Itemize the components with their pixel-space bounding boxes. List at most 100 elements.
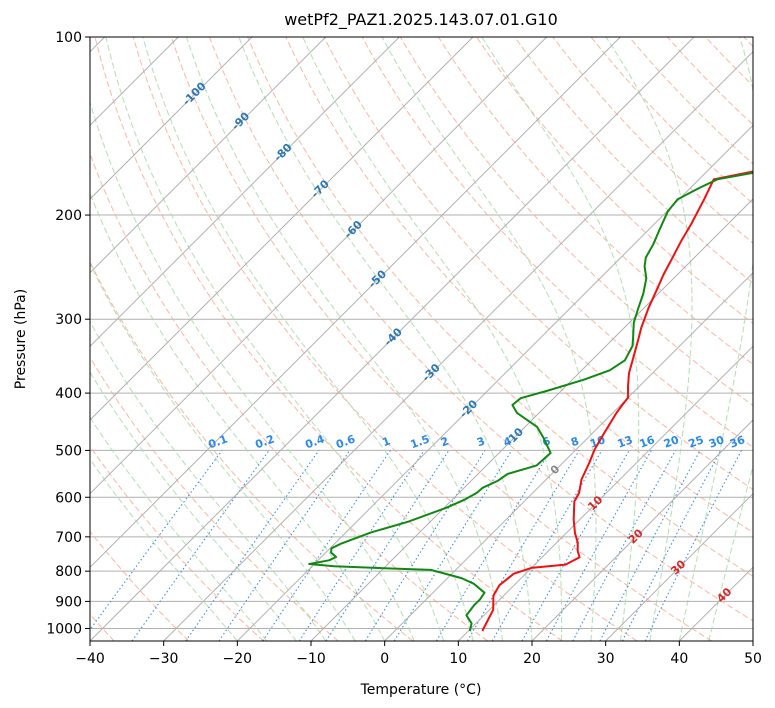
mixing-ratio-label: 0.6	[334, 432, 357, 451]
mixing-ratio-label: 30	[707, 433, 726, 451]
mixing-ratio-line	[521, 450, 630, 641]
dewpoint-profile	[308, 171, 753, 632]
warm-isotherm-label: 30	[668, 557, 688, 577]
dry-adiabat	[590, 37, 753, 205]
dry-adiabat	[208, 37, 753, 622]
y-tick-label: 900	[55, 594, 82, 610]
dry-adiabat	[437, 37, 753, 365]
isotherm-line	[678, 566, 753, 641]
dry-adiabat	[90, 152, 488, 641]
x-tick-label: 20	[523, 651, 541, 667]
dry-adiabat	[705, 37, 753, 87]
dry-adiabat	[90, 445, 264, 641]
mixing-ratio-line	[572, 450, 676, 641]
mixing-ratio-label: 2	[439, 435, 451, 450]
moist-adiabat	[105, 37, 445, 641]
x-tick-label: 40	[670, 651, 688, 667]
plot-area: -100-90-80-70-60-50-40-30-20-10010203040…	[90, 37, 753, 641]
mixing-ratio-line	[644, 450, 742, 641]
mixing-ratio-label: 13	[616, 433, 635, 450]
isotherm-line	[605, 492, 753, 641]
x-tick-label: −30	[149, 651, 179, 667]
x-axis-ticks: −40 −30 −20 −10 0 10 20 30 40 50	[75, 641, 762, 667]
sounding-profiles	[308, 170, 753, 632]
dry-adiabat	[94, 37, 563, 641]
mixing-ratio-lines	[90, 450, 742, 641]
pressure-gridlines	[90, 37, 753, 629]
isotherms	[90, 37, 753, 641]
y-tick-label: 200	[55, 208, 82, 224]
y-tick-label: 300	[55, 312, 82, 328]
y-tick-label: 1000	[46, 621, 82, 637]
moist-adiabat	[605, 37, 693, 641]
isotherm-line	[531, 419, 753, 641]
mixing-ratio-label: 8	[569, 435, 581, 450]
mixing-ratio-line	[298, 450, 425, 641]
moist-adiabat	[90, 320, 327, 641]
x-tick-label: 50	[744, 651, 762, 667]
isotherm-line	[90, 37, 400, 348]
mixing-ratio-label: 3	[475, 435, 487, 450]
moist-adiabat	[678, 37, 753, 641]
mixing-ratio-line	[545, 450, 652, 641]
moist-adiabat	[238, 37, 533, 641]
x-axis-label: Temperature (°C)	[360, 682, 482, 698]
plot-frame	[89, 36, 754, 642]
mixing-ratio-line	[435, 450, 552, 641]
dry-adiabat	[743, 37, 753, 48]
mixing-ratio-label: 1	[380, 435, 392, 450]
mixing-ratio-label: 0.1	[207, 432, 230, 451]
isotherm-line	[163, 50, 753, 641]
mixing-ratio-label: 0.4	[303, 432, 326, 451]
moist-adiabat	[90, 192, 386, 641]
dry-adiabat	[90, 530, 190, 641]
mixing-ratio-line	[90, 450, 223, 631]
isotherm-line	[90, 37, 548, 495]
chart-title: wetPf2_PAZ1.2025.143.07.01.G10	[284, 10, 558, 30]
x-tick-label: −40	[75, 651, 105, 667]
mixing-ratio-line	[467, 450, 580, 641]
mixing-ratio-label: 36	[728, 433, 747, 451]
y-axis-label: Pressure (hPa)	[13, 289, 29, 389]
mixing-ratio-label: 4	[502, 434, 514, 449]
isotherm-line	[752, 640, 753, 641]
x-tick-label: 0	[380, 651, 389, 667]
isotherm-line	[384, 271, 753, 641]
dry-adiabat	[90, 356, 339, 641]
y-tick-label: 700	[55, 530, 82, 546]
mixing-ratio-label: 10	[588, 433, 607, 451]
y-tick-label: 500	[55, 443, 82, 459]
isotherm-line	[457, 345, 753, 641]
mixing-ratio-line	[393, 450, 513, 641]
x-tick-label: −20	[223, 651, 253, 667]
dry-adiabat	[90, 260, 414, 641]
x-tick-label: 30	[597, 651, 615, 667]
isotherm-label: -40	[382, 325, 405, 348]
y-tick-label: 100	[55, 30, 82, 46]
mixing-ratio-line	[325, 450, 450, 641]
dry-adiabat	[132, 37, 638, 641]
isotherm-line	[90, 37, 327, 274]
isotherm-line	[90, 37, 621, 569]
isotherm-line	[90, 37, 695, 641]
moist-adiabat	[142, 37, 474, 641]
mixing-ratio-line	[621, 450, 722, 641]
warm-isotherm-label: 10	[585, 493, 605, 513]
moist-adiabat	[302, 37, 563, 641]
mixing-ratio-label: 0.2	[253, 433, 276, 452]
mixing-ratio-line	[262, 450, 391, 641]
mixing-ratio-line	[218, 450, 351, 641]
dry-adiabat	[399, 37, 753, 407]
x-tick-label: −10	[296, 651, 326, 667]
moist-adiabat	[90, 371, 297, 641]
dry-adiabat	[514, 37, 753, 284]
mixing-ratio-label: 20	[662, 433, 681, 451]
mixing-ratio-label: 25	[687, 433, 706, 450]
x-tick-label: 10	[449, 651, 467, 667]
moist-adiabat	[481, 37, 640, 641]
moist-adiabat	[90, 458, 238, 641]
y-tick-label: 800	[55, 564, 82, 580]
isotherm-line	[90, 37, 253, 200]
moist-adiabat	[381, 37, 597, 641]
